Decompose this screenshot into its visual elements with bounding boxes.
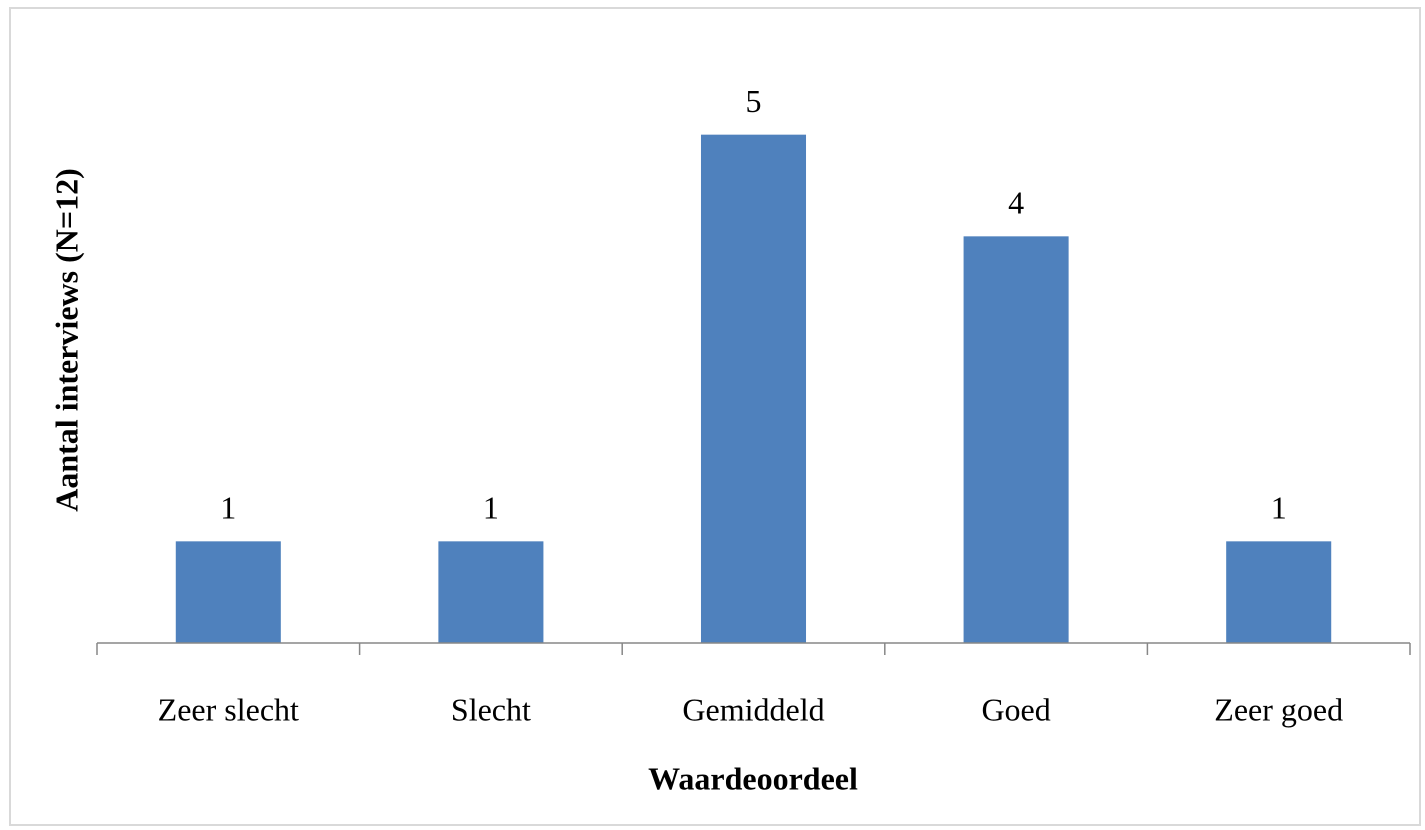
bar <box>175 541 281 643</box>
x-tick-label: Slecht <box>451 691 531 727</box>
x-axis-title: Waardeoordeel <box>648 760 858 796</box>
data-label: 1 <box>1271 490 1287 526</box>
bar <box>963 236 1069 644</box>
data-label: 1 <box>483 490 499 526</box>
y-axis-title: Aantal interviews (N=12) <box>48 168 84 512</box>
data-label: 5 <box>746 83 762 119</box>
data-label: 4 <box>1008 185 1024 221</box>
x-tick-label: Zeer slecht <box>158 691 299 727</box>
bar <box>438 541 544 643</box>
x-tick-label: Gemiddeld <box>682 691 824 727</box>
x-tick-label: Goed <box>981 691 1050 727</box>
data-label: 1 <box>220 490 236 526</box>
x-tick-label: Zeer goed <box>1214 691 1343 727</box>
bar <box>700 134 807 643</box>
bar <box>1226 541 1332 643</box>
